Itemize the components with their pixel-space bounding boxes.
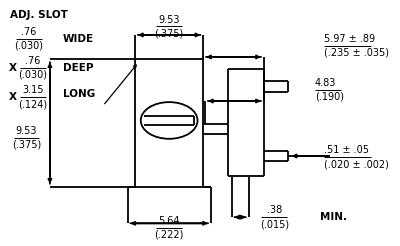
Text: (.020 ± .002): (.020 ± .002) [324, 159, 389, 169]
Text: 9.53: 9.53 [16, 126, 37, 136]
Text: .76: .76 [25, 56, 40, 66]
Text: WIDE: WIDE [63, 34, 94, 44]
Text: (.030): (.030) [14, 40, 44, 50]
Text: 5.64: 5.64 [158, 216, 180, 226]
Text: (.375): (.375) [12, 139, 41, 150]
Text: (.015): (.015) [260, 219, 289, 229]
Text: 9.53: 9.53 [158, 15, 180, 25]
Text: MIN.: MIN. [320, 212, 347, 222]
Text: (.375): (.375) [154, 28, 184, 38]
Text: X: X [9, 92, 17, 102]
Text: 4.83: 4.83 [315, 78, 336, 88]
Text: LONG: LONG [63, 89, 96, 99]
Text: 5.97 ± .89: 5.97 ± .89 [324, 34, 376, 44]
Text: ADJ. SLOT: ADJ. SLOT [10, 10, 68, 20]
Text: (.124): (.124) [18, 99, 48, 109]
Text: X: X [9, 63, 17, 73]
Text: .76: .76 [21, 27, 37, 37]
Text: (.222): (.222) [154, 230, 184, 240]
Text: 3.15: 3.15 [22, 85, 44, 95]
Text: .38: .38 [266, 205, 282, 215]
Text: (.235 ± .035): (.235 ± .035) [324, 48, 389, 58]
Text: (.190): (.190) [315, 92, 344, 102]
Text: .51 ± .05: .51 ± .05 [324, 145, 369, 155]
Text: DEEP: DEEP [63, 63, 94, 73]
Text: (.030): (.030) [18, 70, 47, 80]
